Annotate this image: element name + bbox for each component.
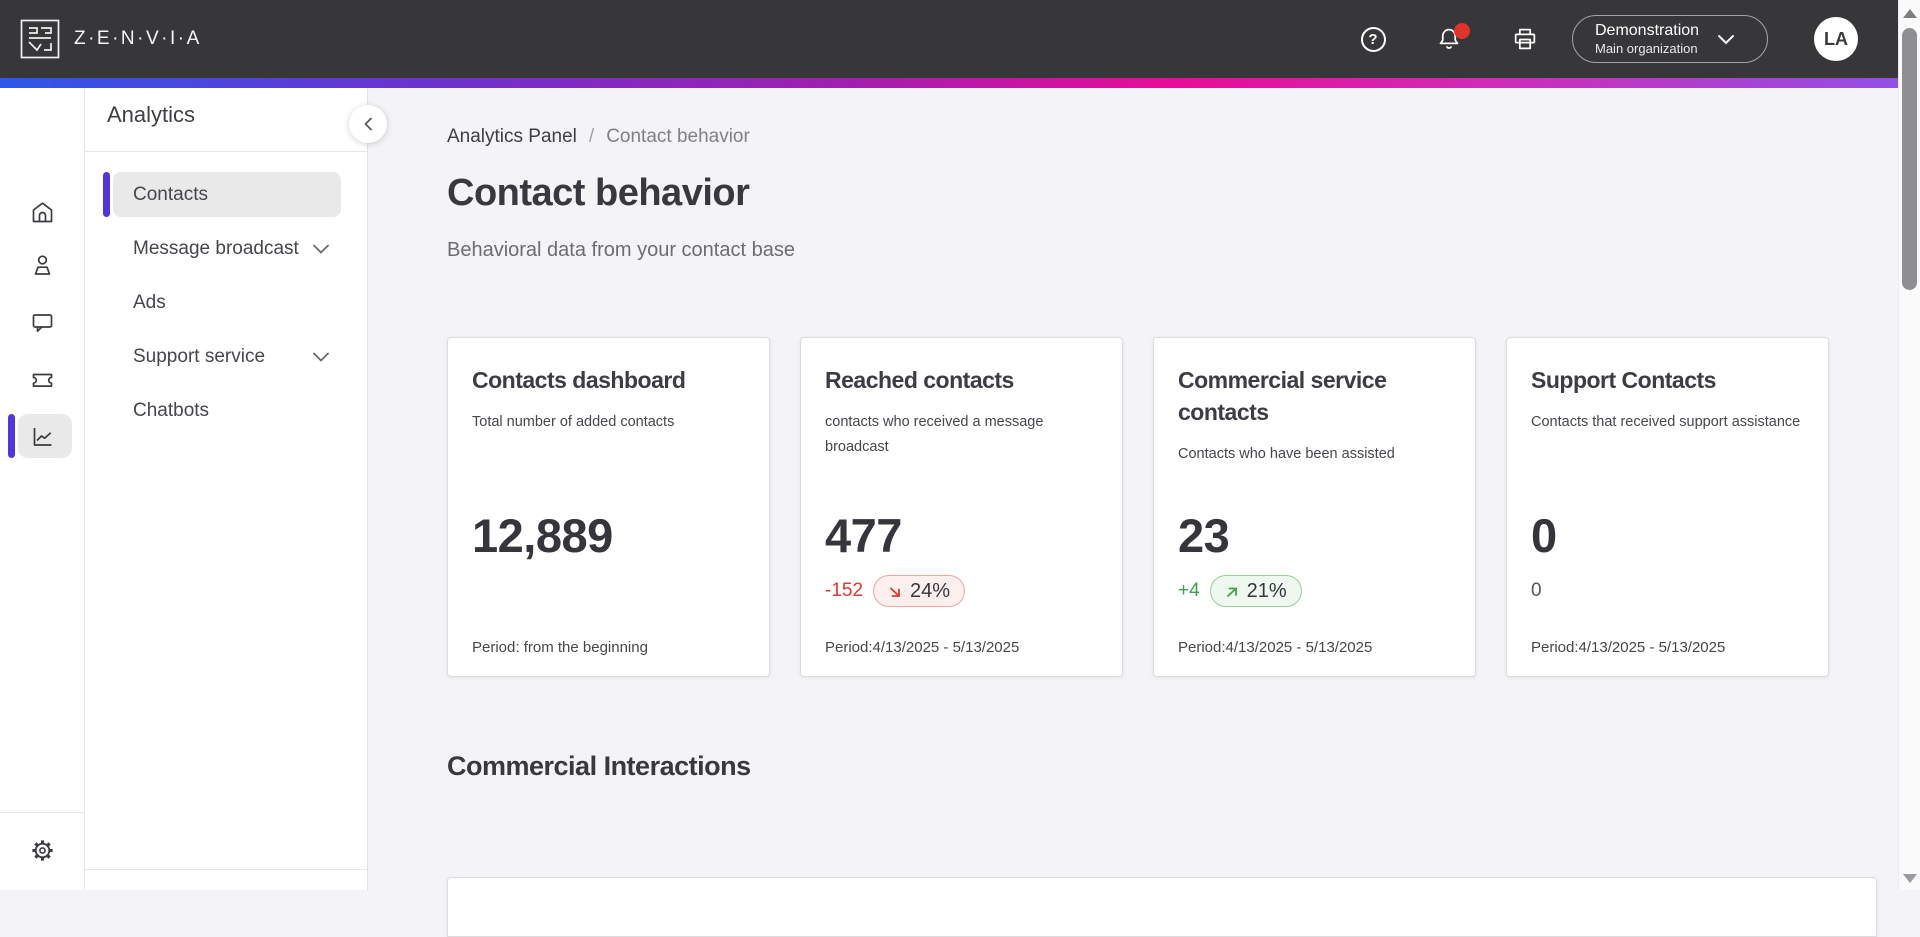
sidebar-title: Analytics [107, 102, 196, 127]
print-button[interactable] [1508, 22, 1542, 56]
card-period: Period: from the beginning [472, 639, 648, 656]
card-support-contacts: Support Contacts Contacts that received … [1506, 337, 1829, 677]
card-period: Period:4/13/2025 - 5/13/2025 [1178, 639, 1373, 656]
card-commercial-service-contacts: Commercial service contacts Contacts who… [1153, 337, 1476, 677]
chevron-left-icon [364, 117, 372, 131]
notifications-button[interactable] [1432, 22, 1470, 56]
commercial-interactions-card [447, 877, 1877, 937]
scrollbar-thumb[interactable] [1902, 28, 1917, 290]
line-chart-icon [33, 427, 52, 446]
rail-item-analytics[interactable] [0, 408, 85, 464]
card-title: Support Contacts [1531, 367, 1716, 393]
analytics-sidebar: Analytics Contacts Message broadcast Ads… [85, 88, 368, 890]
person-icon [34, 254, 51, 275]
section-title-commercial-interactions: Commercial Interactions [447, 751, 751, 781]
card-contacts-dashboard: Contacts dashboard Total number of added… [447, 337, 770, 677]
ticket-icon [32, 373, 53, 387]
sidebar-item-label: Chatbots [133, 399, 210, 421]
sidebar-item-support-service[interactable]: Support service [113, 334, 341, 379]
sidebar-item-label: Ads [133, 291, 166, 313]
scrollbar-up-arrow[interactable] [1903, 9, 1917, 18]
notification-badge [1454, 23, 1470, 39]
rail-item-conversations[interactable] [0, 294, 85, 350]
chevron-down-icon [1717, 32, 1735, 46]
brand-gradient-bar [0, 78, 1898, 88]
sidebar-collapse-button[interactable] [349, 105, 387, 143]
card-value: 23 [1178, 509, 1230, 562]
card-period: Period:4/13/2025 - 5/13/2025 [825, 639, 1020, 656]
card-delta-row [472, 574, 745, 608]
organization-name: Demonstration [1595, 21, 1700, 39]
stat-cards-row: Contacts dashboard Total number of added… [447, 337, 1829, 677]
card-value: 477 [825, 509, 902, 562]
rail-item-home[interactable] [0, 184, 85, 240]
trend-pill-negative: 24% [873, 575, 966, 607]
card-description: Total number of added contacts [472, 414, 675, 430]
help-button[interactable]: ? [1356, 22, 1390, 56]
rail-item-settings[interactable] [0, 822, 85, 878]
card-period: Period:4/13/2025 - 5/13/2025 [1531, 639, 1726, 656]
sidebar-item-label: Support service [133, 345, 266, 367]
card-delta-row: 0 [1531, 574, 1804, 608]
sidebar-item-chatbots[interactable]: Chatbots [113, 388, 341, 433]
chevron-down-icon [311, 350, 331, 364]
rail-divider [0, 812, 84, 813]
card-description: contacts who received a message broadcas… [825, 414, 1044, 455]
delta-value: -152 [825, 580, 864, 601]
card-description: Contacts who have been assisted [1178, 446, 1395, 462]
scrollbar-down-arrow[interactable] [1903, 874, 1917, 883]
trend-pill-positive: 21% [1209, 575, 1302, 607]
sidebar-item-label: Contacts [133, 183, 208, 205]
page-title: Contact behavior [447, 172, 750, 214]
sidebar-item-ads[interactable]: Ads [113, 280, 341, 325]
gear-icon [32, 839, 53, 861]
rail-active-indicator [8, 414, 15, 458]
page-scrollbar [1898, 0, 1920, 890]
card-value: 12,889 [472, 509, 613, 562]
user-avatar[interactable]: LA [1814, 17, 1858, 61]
help-icon: ? [1360, 26, 1386, 52]
breadcrumb: Analytics Panel / Contact behavior [447, 126, 1829, 148]
breadcrumb-analytics-panel[interactable]: Analytics Panel [447, 126, 577, 147]
breadcrumb-current: Contact behavior [606, 126, 750, 147]
brand-name: Z·E·N·V·I·A [74, 28, 202, 49]
delta-value: 0 [1531, 580, 1542, 601]
chevron-down-icon [311, 242, 331, 256]
delta-percent: 21% [1246, 579, 1287, 602]
card-title: Reached contacts [825, 367, 1014, 393]
active-item-indicator [103, 172, 110, 217]
sidebar-item-contacts[interactable]: Contacts [103, 172, 341, 217]
rail-item-campaigns[interactable] [0, 351, 85, 407]
icon-rail [0, 88, 85, 890]
delta-value: +4 [1178, 580, 1200, 601]
card-description: Contacts that received support assistanc… [1531, 414, 1801, 430]
card-value: 0 [1531, 509, 1557, 562]
card-title: Commercial service contacts [1178, 367, 1387, 425]
page-subtitle: Behavioral data from your contact base [447, 239, 795, 261]
home-icon [32, 201, 53, 222]
trend-down-icon [890, 587, 900, 597]
organization-subtitle: Main organization [1595, 40, 1698, 56]
printer-icon [1514, 28, 1536, 50]
chat-bubble-icon [32, 313, 53, 332]
card-delta-row: -152 24% [825, 574, 1098, 608]
card-delta-row: +4 21% [1178, 574, 1451, 608]
sidebar-divider [85, 151, 368, 152]
zenvia-maze-icon [20, 19, 60, 59]
card-title: Contacts dashboard [472, 367, 686, 393]
zenvia-logo[interactable]: Z·E·N·V·I·A [20, 19, 202, 59]
breadcrumb-separator: / [588, 126, 595, 147]
rail-item-contacts[interactable] [0, 237, 85, 293]
sidebar-item-label: Message broadcast [133, 237, 299, 259]
sidebar-item-message-broadcast[interactable]: Message broadcast [113, 226, 341, 271]
delta-percent: 24% [910, 579, 951, 602]
card-reached-contacts: Reached contacts contacts who received a… [800, 337, 1123, 677]
rail-active-background [18, 414, 72, 458]
main-content: Analytics Panel / Contact behavior Conta… [368, 88, 1898, 937]
organization-switcher[interactable]: Demonstration Main organization [1572, 15, 1768, 63]
top-bar: Z·E·N·V·I·A ? Demonstration Main organiz… [0, 0, 1898, 78]
trend-up-icon [1226, 587, 1237, 597]
sidebar-footer-divider [85, 869, 367, 870]
bell-icon [1439, 28, 1459, 49]
